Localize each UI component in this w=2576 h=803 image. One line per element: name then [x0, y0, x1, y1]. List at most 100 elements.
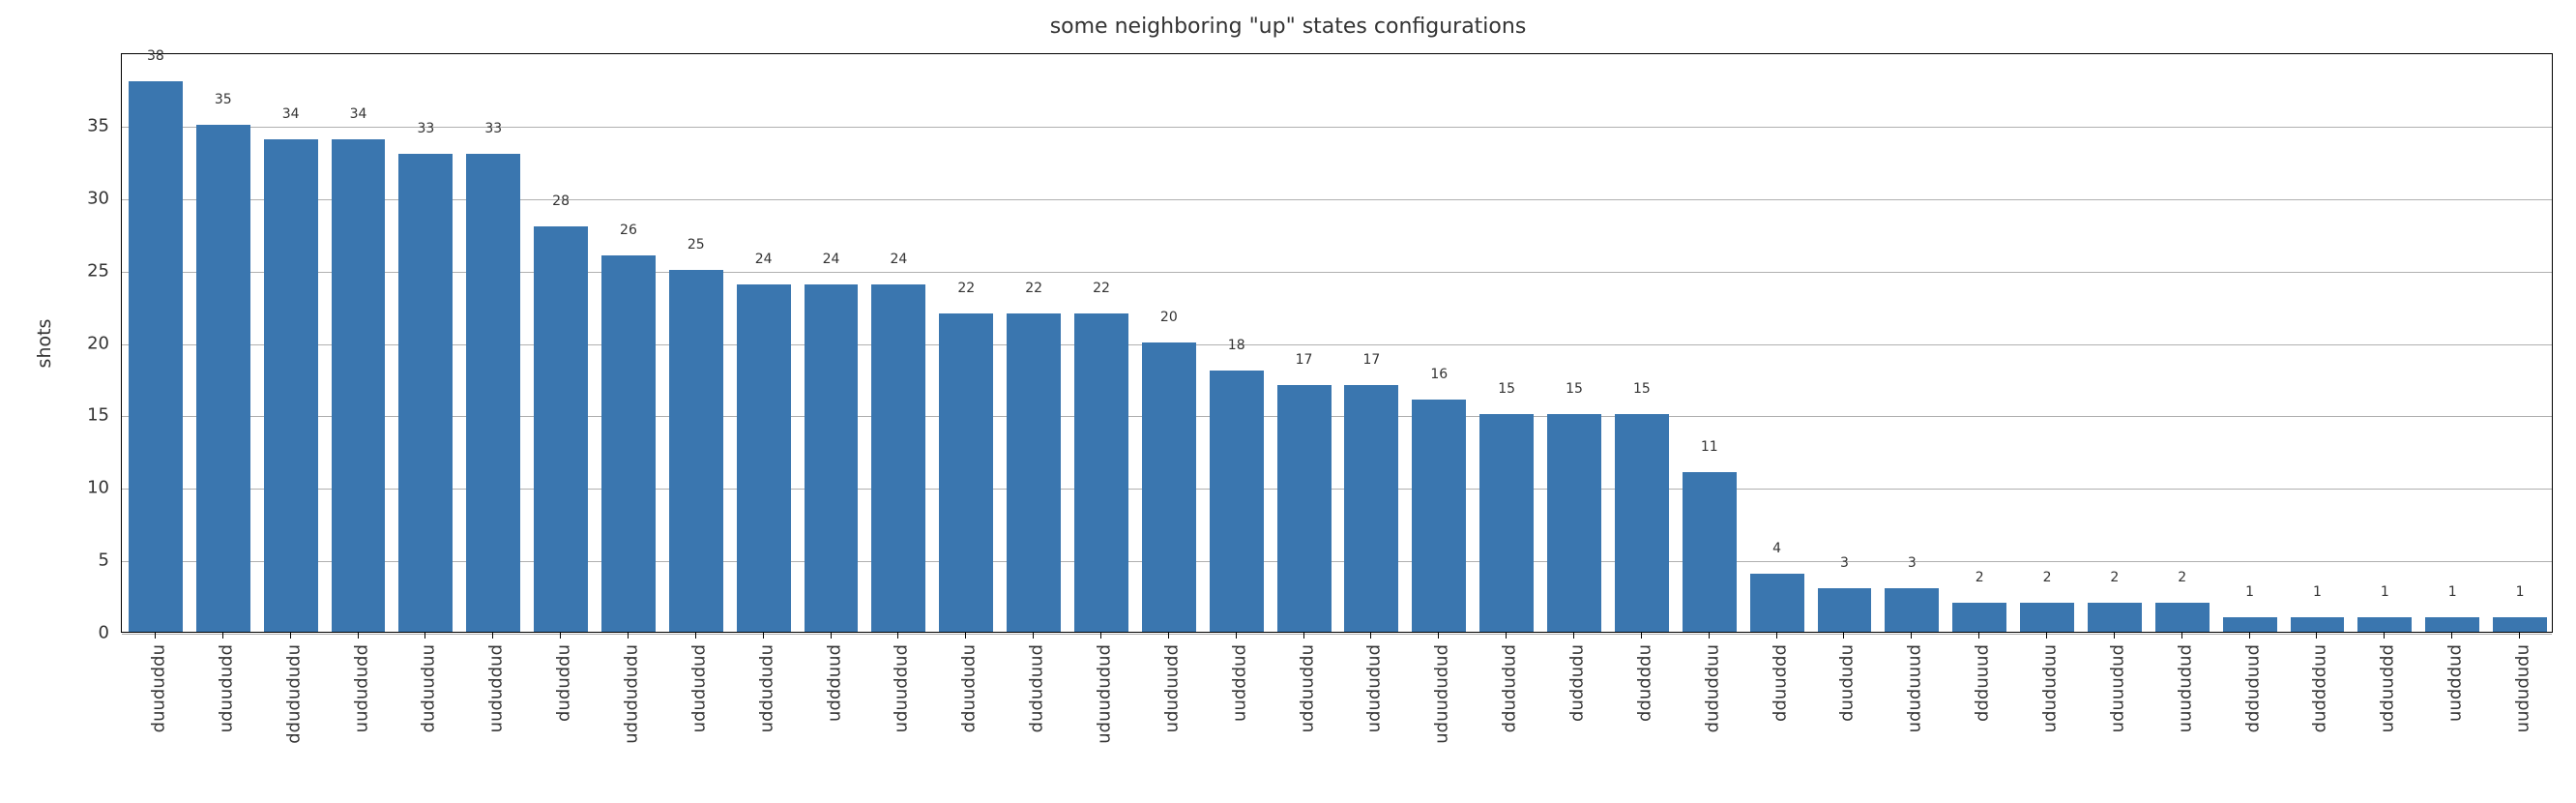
plot-area: 3835343433332826252424242222222018171716…: [121, 53, 2553, 633]
bar-value-label: 1: [2381, 584, 2389, 600]
x-tick-label: uduududud: [1095, 644, 1115, 744]
x-tick-label: ddudddu: [1635, 644, 1655, 722]
x-tick-label: uddduud: [824, 644, 844, 722]
x-tick-mark: [560, 633, 561, 639]
x-tick-mark: [2249, 633, 2250, 639]
x-tick-mark: [1033, 633, 1034, 639]
x-tick-mark: [1303, 633, 1304, 639]
x-tick-label: uuududud: [2175, 644, 2195, 732]
x-tick-mark: [155, 633, 156, 639]
y-tick-label: 5: [0, 550, 109, 571]
bar: [871, 284, 925, 632]
bar-value-label: 15: [1566, 381, 1583, 397]
bar-value-label: 2: [2178, 570, 2186, 585]
bar-value-label: 33: [484, 121, 502, 136]
bar-value-label: 35: [215, 92, 232, 107]
x-tick-label: uudddud: [2445, 644, 2466, 722]
bar: [398, 154, 453, 632]
x-tick-mark: [628, 633, 629, 639]
bar: [1277, 385, 1332, 632]
bar: [737, 284, 791, 632]
x-tick-mark: [1100, 633, 1101, 639]
x-tick-label: ududuudd: [1162, 644, 1183, 732]
y-tick-label: 15: [0, 405, 109, 426]
x-tick-mark: [695, 633, 696, 639]
y-tick-label: 10: [0, 478, 109, 498]
bar: [2020, 603, 2074, 632]
bar-value-label: 11: [1701, 439, 1718, 455]
bar-value-label: 2: [1976, 570, 1984, 585]
x-tick-label: dududuud: [1027, 644, 1047, 732]
bar-chart-figure: some neighboring "up" states configurati…: [0, 0, 2576, 803]
bar: [2155, 603, 2210, 632]
bar: [2425, 617, 2479, 632]
x-tick-mark: [897, 633, 898, 639]
x-tick-mark: [2519, 633, 2520, 639]
bar: [1007, 313, 1061, 632]
bar-value-label: 33: [417, 121, 434, 136]
bar: [2357, 617, 2412, 632]
x-tick-label: ududududu: [622, 644, 642, 744]
bar-value-label: 28: [552, 193, 570, 209]
x-tick-label: ddduuud: [1973, 644, 1993, 722]
x-tick-label: udududuu: [2040, 644, 2061, 732]
x-tick-label: uduuudud: [2108, 644, 2128, 732]
x-tick-mark: [222, 633, 223, 639]
x-tick-label: udduuddd: [2378, 644, 2398, 732]
x-tick-label: dduuddd: [1770, 644, 1790, 722]
bar: [1412, 400, 1466, 632]
x-tick-label: ddudududu: [283, 644, 304, 744]
bar-value-label: 2: [2110, 570, 2119, 585]
bar: [601, 255, 656, 632]
bar-value-label: 34: [350, 106, 367, 122]
x-tick-label: uudddud: [1229, 644, 1249, 722]
x-tick-mark: [1168, 633, 1169, 639]
bar: [2088, 603, 2142, 632]
x-tick-label: uudududu: [2513, 644, 2533, 732]
bar-value-label: 17: [1363, 352, 1381, 368]
bar-value-label: 24: [755, 252, 773, 267]
x-tick-mark: [424, 633, 425, 639]
y-tick-label: 25: [0, 260, 109, 281]
x-tick-label: dduududu: [959, 644, 980, 732]
bar-value-label: 17: [1296, 352, 1313, 368]
x-tick-mark: [2316, 633, 2317, 639]
x-tick-mark: [1370, 633, 1371, 639]
x-tick-label: udududud: [689, 644, 710, 732]
x-tick-mark: [2451, 633, 2452, 639]
x-tick-label: uddududu: [756, 644, 776, 732]
bar: [2493, 617, 2547, 632]
bar-value-label: 3: [1840, 555, 1849, 571]
x-tick-mark: [2046, 633, 2047, 639]
bar: [1344, 385, 1398, 632]
x-tick-label: duududu: [1837, 644, 1858, 722]
bar-value-label: 24: [890, 252, 907, 267]
bars-container: 3835343433332826252424242222222018171716…: [122, 54, 2552, 632]
bar-value-label: 3: [1908, 555, 1917, 571]
bar: [1074, 313, 1128, 632]
y-tick-label: 0: [0, 623, 109, 643]
bar-value-label: 38: [147, 48, 164, 64]
bar-value-label: 1: [2448, 584, 2457, 600]
x-tick-mark: [1236, 633, 1237, 639]
x-tick-mark: [358, 633, 359, 639]
x-tick-mark: [492, 633, 493, 639]
bar: [264, 139, 318, 632]
bar: [1210, 371, 1264, 632]
bar: [2223, 617, 2277, 632]
x-tick-mark: [2384, 633, 2385, 639]
bar-value-label: 18: [1228, 338, 1245, 353]
x-tick-label: dududduu: [1702, 644, 1722, 732]
x-tick-label: duududdu: [149, 644, 169, 732]
y-tick-label: 20: [0, 333, 109, 353]
x-tick-label: dudddduu: [2310, 644, 2330, 732]
bar-value-label: 4: [1772, 541, 1781, 556]
bar-value-label: 25: [688, 237, 705, 253]
x-tick-mark: [1709, 633, 1710, 639]
bar-value-label: 22: [957, 281, 975, 296]
x-tick-label: ddududud: [1500, 644, 1520, 732]
bar: [1615, 414, 1669, 632]
x-tick-label: udduuddu: [1297, 644, 1317, 732]
x-tick-mark: [1843, 633, 1844, 639]
x-tick-mark: [1776, 633, 1777, 639]
